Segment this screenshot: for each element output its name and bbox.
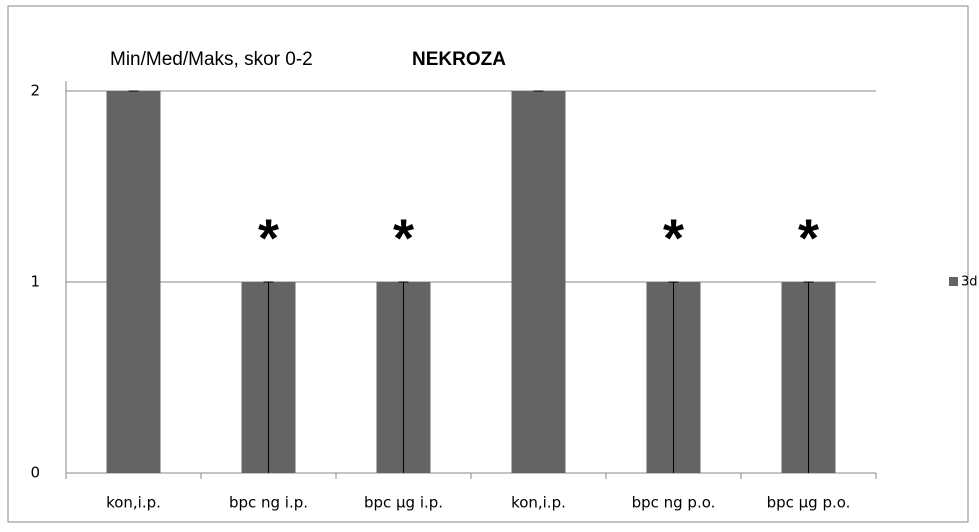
legend-swatch [949, 277, 958, 286]
annotation: * [258, 208, 279, 268]
x-tick-label: kon,i.p. [106, 494, 161, 512]
y-tick-label: 1 [30, 273, 40, 291]
bar [511, 91, 566, 473]
x-tick-label: kon,i.p. [511, 494, 566, 512]
annotation: * [393, 208, 414, 268]
y-tick-label: 2 [30, 82, 40, 100]
x-tick-label: bpc µg p.o. [767, 494, 851, 512]
x-tick-label: bpc ng p.o. [632, 494, 716, 512]
annotation: * [798, 208, 819, 268]
x-tick-label: bpc ng i.p. [229, 494, 308, 512]
annotation: * [663, 208, 684, 268]
chart-subtitle: NEKROZA [412, 49, 506, 70]
chart-title: Min/Med/Maks, skor 0-2 [110, 49, 313, 70]
y-tick-label: 0 [30, 464, 40, 482]
x-tick-label: bpc µg i.p. [364, 494, 443, 512]
legend-label: 3d [961, 275, 978, 290]
bar [106, 91, 161, 473]
